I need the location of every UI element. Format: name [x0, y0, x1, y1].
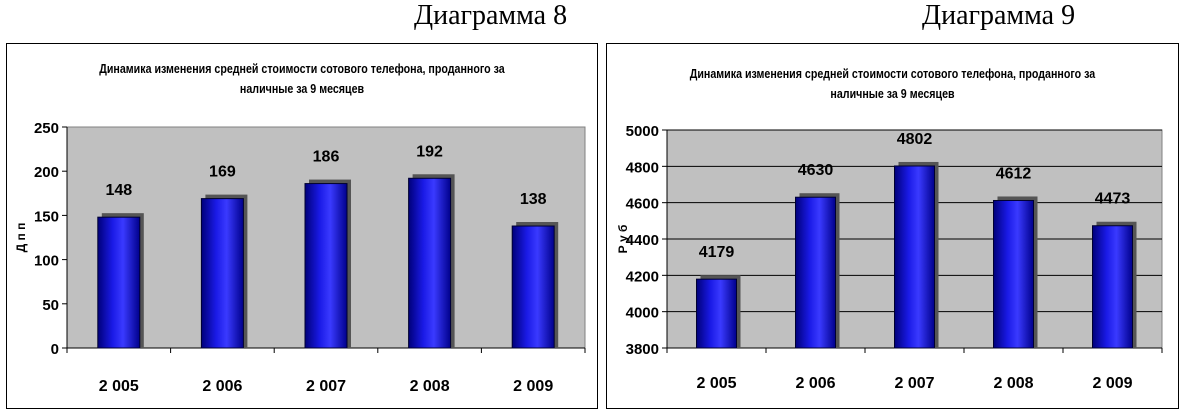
data-label: 4612 [996, 165, 1032, 182]
y-tick-label: 4600 [626, 196, 659, 213]
bar [894, 165, 935, 349]
chart-title-line-1: Динамика изменения средней стоимости сот… [99, 61, 505, 76]
bar [408, 177, 452, 349]
data-label: 4179 [699, 244, 735, 261]
chart-title: Динамика изменения средней стоимости сот… [60, 59, 544, 99]
chart-plot-svg: 3800 4000 4200 4400 4600 4800 5000 Р у б 4179 2 0… [616, 123, 1163, 392]
x-tick-label: 2 005 [696, 375, 736, 392]
y-axis-label: Р у б [616, 225, 630, 254]
data-label: 4802 [897, 131, 933, 148]
data-label: 169 [209, 164, 236, 181]
x-tick-label: 2 005 [99, 378, 139, 395]
chart-title-line-2: наличные за 9 месяцев [830, 86, 955, 101]
y-tick-label: 0 [51, 341, 59, 358]
bar [97, 216, 141, 349]
y-tick-label: 3800 [626, 341, 659, 358]
bar [200, 198, 244, 349]
data-label: 186 [313, 149, 340, 166]
caption-diagram-8: Диаграмма 8 [414, 0, 568, 31]
x-tick-label: 2 006 [202, 378, 242, 395]
x-tick-label: 2 008 [410, 378, 450, 395]
x-tick-label: 2 006 [795, 375, 835, 392]
data-label: 192 [416, 143, 443, 160]
y-tick-label: 150 [34, 208, 59, 225]
y-tick-label: 200 [34, 164, 59, 181]
bar [304, 183, 348, 349]
y-tick-label: 4200 [626, 268, 659, 285]
x-tick-label: 2 007 [894, 375, 934, 392]
y-axis-label: Д п п [14, 223, 28, 253]
chart-title: Динамика изменения средней стоимости сот… [658, 64, 1126, 104]
data-label: 4630 [798, 162, 834, 179]
bar [795, 196, 836, 349]
chart-diagram-8: Динамика изменения средней стоимости сот… [6, 43, 598, 409]
data-label: 4473 [1095, 191, 1131, 208]
chart-title-line-1: Динамика изменения средней стоимости сот… [689, 66, 1096, 81]
chart-plot-svg: 0 50 100 150 200 250 Д п п 148 2 005 169 2 006 186 2… [14, 120, 586, 395]
y-tick-label: 4400 [626, 232, 659, 249]
data-label: 148 [105, 182, 132, 199]
bar [511, 225, 555, 349]
y-tick-label: 50 [42, 297, 59, 314]
bar [696, 278, 737, 349]
x-tick-label: 2 009 [513, 378, 553, 395]
x-tick-label: 2 009 [1092, 375, 1132, 392]
caption-diagram-9: Диаграмма 9 [922, 0, 1076, 31]
chart-title-line-2: наличные за 9 месяцев [239, 81, 365, 96]
y-tick-label: 5000 [626, 123, 659, 140]
y-tick-label: 4800 [626, 159, 659, 176]
chart-diagram-9: Динамика изменения средней стоимости сот… [606, 43, 1179, 409]
y-tick-label: 100 [34, 253, 59, 270]
bar [1092, 225, 1133, 349]
data-label: 138 [520, 191, 547, 208]
bar [993, 199, 1034, 349]
x-tick-label: 2 008 [993, 375, 1033, 392]
x-tick-label: 2 007 [306, 378, 346, 395]
y-tick-label: 4000 [626, 305, 659, 322]
y-tick-label: 250 [34, 120, 59, 137]
